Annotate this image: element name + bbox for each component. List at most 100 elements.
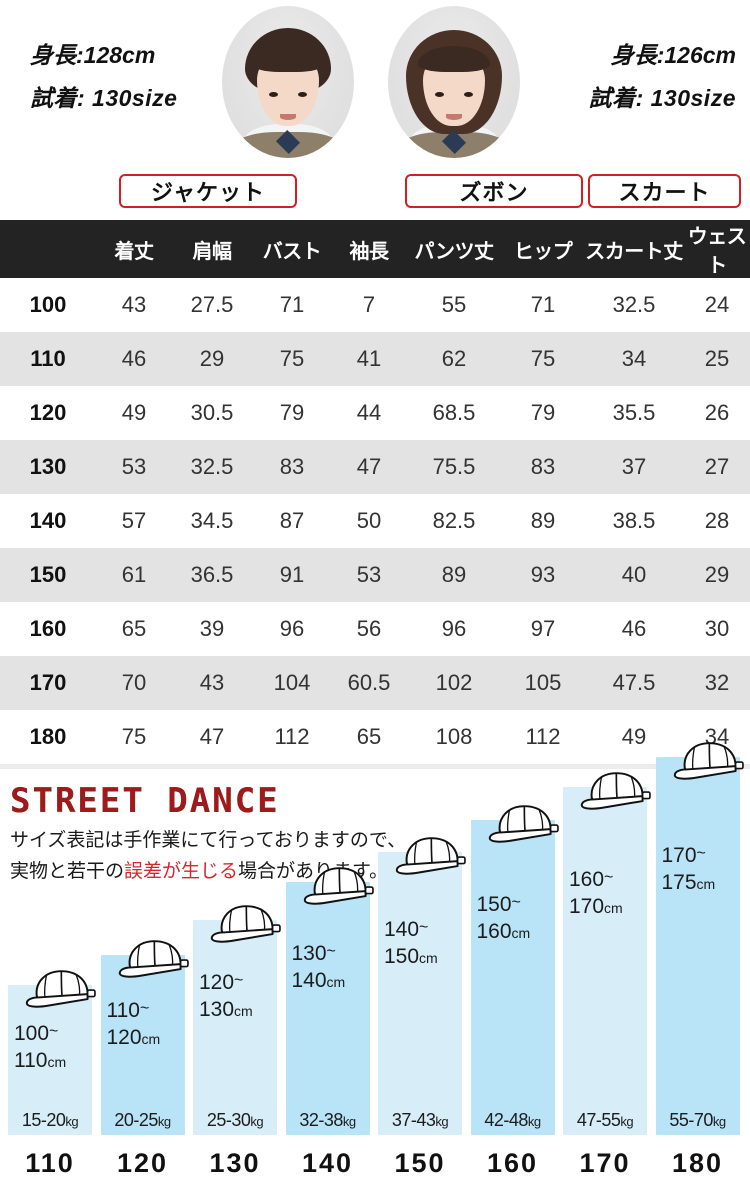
cell-value: 89 — [530, 508, 556, 533]
bar-140: 130~ 140cm 32-38kg — [285, 882, 370, 1135]
bar-size-label-120: 120 — [116, 1148, 169, 1178]
model-boy-info: 身長:128cm 試着: 130size — [30, 34, 177, 120]
cell-value: 62 — [441, 346, 467, 371]
cell-value: 43 — [121, 292, 147, 317]
bar-size-label-150: 150 — [394, 1148, 446, 1178]
cell-value: 44 — [356, 400, 382, 425]
cell-size: 100 — [29, 292, 67, 317]
bar-group-140: 130~ 140cm 32-38kg 140 — [285, 769, 374, 1191]
cell-size: 160 — [29, 616, 67, 641]
bar-group-110: 100~ 110cm 15-20kg 110 — [8, 769, 96, 1191]
baseball-cap-icon — [392, 830, 474, 876]
baseball-cap-icon — [207, 898, 289, 944]
size-table-body: 100 43 27.5 71 7 55 71 32.5 24 110 46 29 75 41 62 75 34 2… — [0, 278, 750, 764]
cell-value: 108 — [435, 724, 473, 749]
bar-group-150: 140~ 150cm 37-43kg 150 — [378, 769, 466, 1191]
table-row: 170 70 43 104 60.5 102 105 47.5 32 — [0, 656, 750, 710]
cell-value: 75 — [279, 346, 305, 371]
model-girl-info: 身長:126cm 試着: 130size — [589, 34, 736, 120]
size-table-head: 着丈 肩幅 バスト 袖長 パンツ丈 ヒップ スカート丈 ウェスト — [0, 220, 750, 278]
bar-group-170: 160~ 170cm 47-55kg 170 — [563, 769, 651, 1191]
cell-value: 43 — [199, 670, 225, 695]
bar-weight-label: 37-43kg — [391, 1110, 449, 1130]
avatar-boy — [222, 6, 354, 158]
bar-weight-label: 20-25kg — [114, 1110, 171, 1130]
bar-height-label: 140~ 150cm — [384, 918, 438, 969]
model-boy-fitting: 試着: 130size — [30, 85, 178, 111]
cell-value: 93 — [530, 562, 556, 587]
cell-value: 112 — [274, 724, 310, 749]
cell-value: 25 — [704, 346, 730, 371]
cell-value: 46 — [621, 616, 647, 641]
cell-value: 75 — [530, 346, 556, 371]
baseball-cap-icon — [670, 735, 750, 781]
cell-size: 170 — [29, 670, 67, 695]
bar-110: 100~ 110cm 15-20kg — [8, 985, 92, 1135]
cell-size: 140 — [29, 508, 67, 533]
girl-eye-right — [464, 92, 473, 97]
table-row: 100 43 27.5 71 7 55 71 32.5 24 — [0, 278, 750, 332]
bar-height-label: 150~ 160cm — [476, 893, 531, 944]
category-button-jacket[interactable]: ジャケット — [119, 174, 297, 208]
cell-value: 34.5 — [190, 508, 234, 533]
bar-150: 140~ 150cm 37-43kg — [378, 852, 462, 1135]
bar-180: 170~ 175cm 55-70kg — [655, 757, 740, 1135]
bar-weight-label: 25-30kg — [206, 1110, 264, 1130]
cell-size: 110 — [30, 346, 66, 371]
cell-value: 34 — [621, 346, 647, 371]
bar-height-label: 110~ 120cm — [106, 998, 161, 1049]
header-shoulder: 肩幅 — [172, 220, 252, 278]
bar-weight-label: 32-38kg — [299, 1110, 356, 1130]
bar-weight-label: 47-55kg — [576, 1110, 634, 1130]
cell-value: 53 — [356, 562, 382, 587]
table-row: 160 65 39 96 56 96 97 46 30 — [0, 602, 750, 656]
cell-value: 89 — [441, 562, 467, 587]
girl-mouth — [446, 114, 462, 120]
cell-value: 32.5 — [612, 292, 656, 317]
girl-fringe — [418, 46, 490, 72]
cell-value: 75 — [121, 724, 147, 749]
cell-value: 50 — [356, 508, 382, 533]
category-button-skirt[interactable]: スカート — [588, 174, 741, 208]
category-button-pants[interactable]: ズボン — [405, 174, 583, 208]
cell-value: 82.5 — [432, 508, 476, 533]
boy-fringe — [252, 46, 324, 72]
models-section: 身長:128cm 試着: 130size 身長:126cm — [0, 0, 750, 168]
cell-value: 104 — [273, 670, 311, 695]
cell-value: 53 — [121, 454, 147, 479]
cell-value: 57 — [121, 508, 147, 533]
cell-value: 32.5 — [190, 454, 234, 479]
bar-120: 110~ 120cm 20-25kg — [100, 955, 185, 1135]
cell-value: 71 — [279, 292, 305, 317]
cell-value: 27 — [704, 454, 730, 479]
cell-size: 150 — [29, 562, 67, 587]
size-table: 着丈 肩幅 バスト 袖長 パンツ丈 ヒップ スカート丈 ウェスト 100 43 27… — [0, 220, 750, 764]
model-girl-fitting: 試着: 130size — [588, 85, 736, 111]
table-row: 150 61 36.5 91 53 89 93 40 29 — [0, 548, 750, 602]
bar-size-label-180: 180 — [671, 1148, 724, 1178]
notice-line-2-highlight: 誤差が生じる — [124, 861, 239, 882]
cell-value: 27.5 — [190, 292, 234, 317]
baseball-cap-icon — [22, 963, 104, 1009]
section-divider — [0, 764, 750, 769]
cell-value: 56 — [356, 616, 382, 641]
baseball-cap-icon — [485, 798, 567, 844]
cell-value: 105 — [524, 670, 562, 695]
bar-size-label-160: 160 — [486, 1148, 539, 1178]
notice-line-2-pre: 実物と若干の — [10, 861, 125, 882]
cell-value: 75.5 — [432, 454, 476, 479]
street-dance-section: STREET DANCE サイズ表記は手作業にて行っておりますので、 実物と若干… — [0, 742, 750, 1191]
bar-size-label-170: 170 — [579, 1148, 631, 1178]
cell-value: 96 — [441, 616, 467, 641]
cell-value: 97 — [530, 616, 556, 641]
size-table-wrapper: 着丈 肩幅 バスト 袖長 パンツ丈 ヒップ スカート丈 ウェスト 100 43 27… — [0, 220, 750, 764]
bar-weight-label: 42-48kg — [484, 1110, 541, 1130]
avatar-girl — [388, 6, 520, 158]
bar-group-130: 120~ 130cm 25-30kg 130 — [193, 769, 281, 1191]
cell-value: 87 — [279, 508, 305, 533]
bar-height-label: 130~ 140cm — [291, 941, 346, 992]
cell-value: 30.5 — [190, 400, 234, 425]
bar-weight-label: 55-70kg — [669, 1110, 726, 1130]
bar-group-120: 110~ 120cm 20-25kg 120 — [100, 769, 189, 1191]
